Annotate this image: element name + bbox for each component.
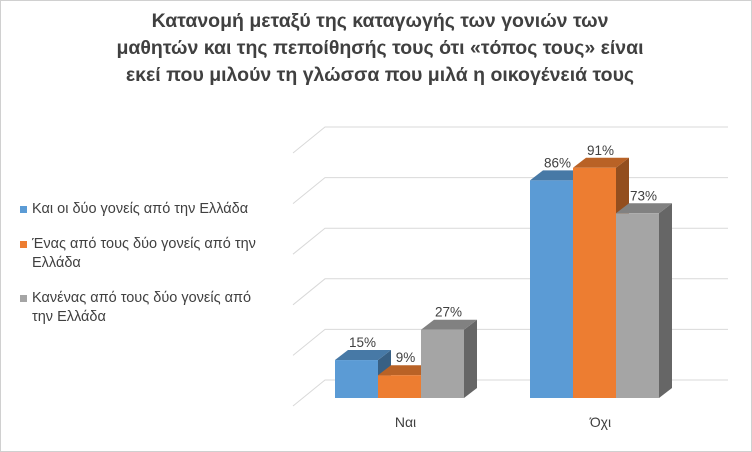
- data-label: 15%: [349, 335, 376, 350]
- legend-label: Κανένας από τους δύο γονείς από την Ελλά…: [32, 290, 252, 325]
- data-label: 27%: [435, 305, 462, 320]
- bar-top: [530, 170, 586, 181]
- bar-top: [573, 157, 629, 168]
- legend-swatch: [20, 206, 27, 213]
- data-label: 91%: [587, 143, 614, 158]
- bar-top: [616, 203, 672, 214]
- legend-item: Κανένας από τους δύο γονείς από την Ελλά…: [20, 289, 265, 327]
- chart-title: Κατανομή μεταξύ της καταγωγής των γονιών…: [60, 8, 700, 89]
- data-label: 73%: [630, 188, 657, 203]
- data-label: 9%: [396, 350, 416, 365]
- chart-title-line: Κατανομή μεταξύ της καταγωγής των γονιών…: [151, 10, 609, 32]
- bar: [378, 375, 421, 398]
- legend-swatch: [20, 295, 27, 302]
- bar-side: [464, 319, 477, 398]
- bar-top: [335, 350, 391, 361]
- gridline: [292, 177, 728, 204]
- bar-side: [659, 203, 672, 398]
- bar: [573, 167, 616, 398]
- chart-legend: Και οι δύο γονείς από την Ελλάδα Ένας απ…: [20, 200, 265, 343]
- bar-top: [378, 365, 434, 376]
- category-axis: Ναι Όχι: [395, 414, 611, 430]
- bar: [616, 213, 659, 398]
- gridline: [292, 126, 728, 154]
- bar: [530, 180, 573, 398]
- data-label: 86%: [544, 155, 571, 170]
- legend-label: Και οι δύο γονείς από την Ελλάδα: [32, 201, 249, 217]
- bar: [421, 329, 464, 398]
- legend-swatch: [20, 241, 27, 248]
- category-label: Ναι: [395, 414, 416, 430]
- bar-top: [421, 319, 477, 330]
- legend-item: Ένας από τους δύο γονείς από την Ελλάδα: [20, 235, 265, 273]
- category-label: Όχι: [589, 414, 611, 430]
- legend-label: Ένας από τους δύο γονείς από την Ελλάδα: [32, 236, 256, 271]
- chart-title-line: εκεί που μιλούν τη γλώσσα που μιλά η οικ…: [125, 64, 635, 86]
- data-labels: 15% 9% 27% 86% 91% 73%: [349, 143, 657, 365]
- chart-title-line: μαθητών και της πεποίθησής τους ότι «τόπ…: [116, 37, 644, 59]
- bars: [335, 157, 672, 398]
- bar: [335, 360, 378, 398]
- legend-item: Και οι δύο γονείς από την Ελλάδα: [20, 200, 265, 219]
